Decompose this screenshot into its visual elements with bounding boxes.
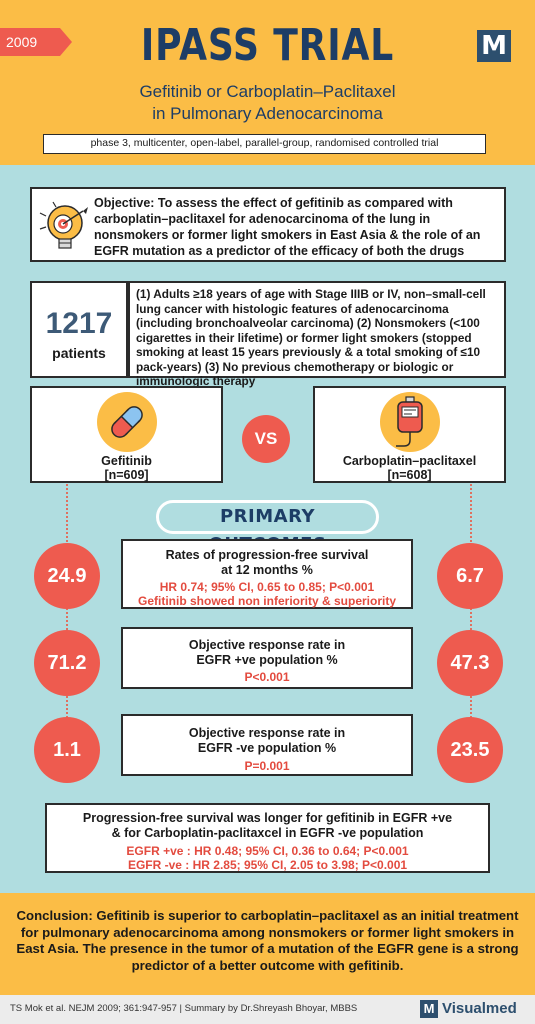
brand-name: Visualmed bbox=[442, 1000, 517, 1017]
outcome-1-gefitinib-value: 24.9 bbox=[34, 543, 100, 609]
footer: TS Mok et al. NEJM 2009; 361:947-957 | S… bbox=[0, 995, 535, 1024]
outcome-2-title-line-1: Objective response rate in bbox=[188, 638, 346, 652]
pfs-line-2: & for Carboplatin-paclitaxcel in EGFR -v… bbox=[111, 826, 424, 840]
gefitinib-label: Gefitinib bbox=[101, 454, 152, 468]
outcome-3-carboplatin-value: 23.5 bbox=[437, 717, 503, 783]
lightbulb-target-icon bbox=[39, 201, 88, 249]
header: 2009 IPASS TRIAL Gefitinib or Carboplati… bbox=[0, 0, 535, 165]
outcome-2-stats: P<0.001 bbox=[244, 670, 290, 684]
pfs-subgroup-box: Progression-free survival was longer for… bbox=[45, 803, 490, 873]
outcome-3-box: Objective response rate in EGFR -ve popu… bbox=[121, 714, 413, 776]
objective-text: Objective: To assess the effect of gefit… bbox=[94, 196, 481, 258]
objective-box: Objective: To assess the effect of gefit… bbox=[30, 187, 506, 262]
visualmed-logo-icon: M bbox=[477, 30, 511, 62]
outcome-3-title-line-1: Objective response rate in bbox=[188, 726, 346, 740]
trial-design-label: phase 3, multicenter, open-label, parall… bbox=[43, 134, 486, 154]
outcome-2-carboplatin-value: 47.3 bbox=[437, 630, 503, 696]
carboplatin-label: Carboplatin–paclitaxel bbox=[342, 454, 477, 468]
right-connector-line bbox=[470, 484, 472, 774]
outcome-1-note: Gefitinib showed non inferiority & super… bbox=[137, 594, 397, 608]
conclusion-panel: Conclusion: Gefitinib is superior to car… bbox=[0, 893, 535, 995]
outcome-2-box: Objective response rate in EGFR +ve popu… bbox=[121, 627, 413, 689]
inclusion-criteria-box: (1) Adults ≥18 years of age with Stage I… bbox=[128, 281, 506, 388]
left-connector-line bbox=[66, 484, 68, 774]
outcome-3-title-line-2: EGFR -ve population % bbox=[197, 741, 337, 755]
iv-bag-icon bbox=[380, 392, 440, 452]
year-tag: 2009 bbox=[0, 28, 72, 56]
patients-count: 1217 bbox=[45, 307, 113, 340]
citation-text: TS Mok et al. NEJM 2009; 361:947-957 | S… bbox=[10, 1003, 358, 1014]
carboplatin-n: [n=608] bbox=[387, 468, 432, 482]
gefitinib-arm-box: Gefitinib [n=609] bbox=[30, 386, 223, 483]
outcome-1-box: Rates of progression-free survival at 12… bbox=[121, 539, 413, 609]
outcome-1-stats: HR 0.74; 95% CI, 0.65 to 0.85; P<0.001 bbox=[159, 580, 375, 594]
outcome-1-title-line-2: at 12 months % bbox=[221, 563, 313, 577]
pfs-egfr-positive-stats: EGFR +ve : HR 0.48; 95% CI, 0.36 to 0.64… bbox=[126, 844, 409, 858]
outcome-3-stats: P=0.001 bbox=[244, 759, 290, 773]
primary-outcomes-heading: PRIMARY OUTCOMES bbox=[156, 500, 379, 555]
outcome-1-carboplatin-value: 6.7 bbox=[437, 543, 503, 609]
conclusion-text: Conclusion: Gefitinib is superior to car… bbox=[16, 908, 519, 973]
subtitle-line-1: Gefitinib or Carboplatin–Paclitaxel bbox=[139, 82, 396, 101]
gefitinib-n: [n=609] bbox=[104, 468, 149, 482]
outcome-2-title-line-2: EGFR +ve population % bbox=[196, 653, 338, 667]
outcome-3-gefitinib-value: 1.1 bbox=[34, 717, 100, 783]
carboplatin-arm-box: Carboplatin–paclitaxel [n=608] bbox=[313, 386, 506, 483]
page-title: IPASS TRIAL bbox=[140, 20, 395, 71]
pfs-egfr-negative-stats: EGFR -ve : HR 2.85; 95% CI, 2.05 to 3.98… bbox=[127, 858, 408, 872]
inclusion-criteria-text: (1) Adults ≥18 years of age with Stage I… bbox=[136, 287, 486, 388]
capsule-icon bbox=[97, 392, 157, 452]
subtitle-line-2: in Pulmonary Adenocarcinoma bbox=[152, 104, 383, 123]
vs-badge: VS bbox=[242, 415, 290, 463]
pfs-line-1: Progression-free survival was longer for… bbox=[82, 811, 453, 825]
visualmed-logo-icon-small: M bbox=[420, 1000, 438, 1018]
patients-label: patients bbox=[52, 345, 106, 361]
outcome-2-gefitinib-value: 71.2 bbox=[34, 630, 100, 696]
outcome-1-title-line-1: Rates of progression-free survival bbox=[165, 548, 369, 562]
patients-box: 1217 patients bbox=[30, 281, 128, 378]
